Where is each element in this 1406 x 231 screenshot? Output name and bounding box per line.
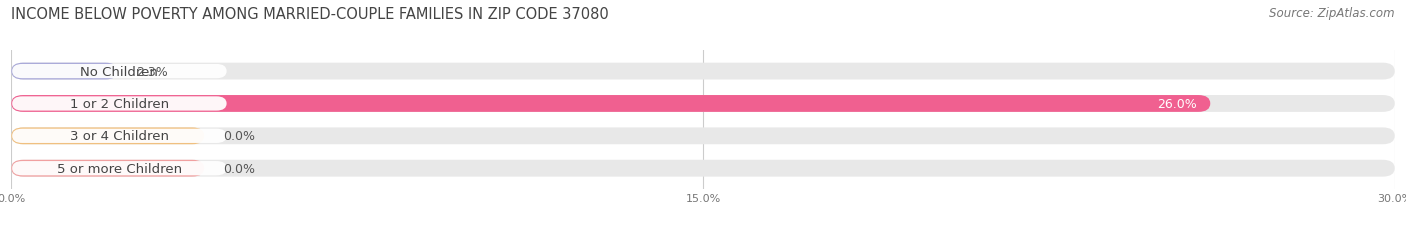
FancyBboxPatch shape bbox=[13, 161, 226, 176]
FancyBboxPatch shape bbox=[11, 128, 1395, 145]
Text: 26.0%: 26.0% bbox=[1157, 97, 1197, 110]
FancyBboxPatch shape bbox=[13, 65, 226, 79]
Text: 3 or 4 Children: 3 or 4 Children bbox=[70, 130, 169, 143]
FancyBboxPatch shape bbox=[11, 160, 1395, 177]
FancyBboxPatch shape bbox=[13, 97, 226, 111]
FancyBboxPatch shape bbox=[11, 160, 204, 177]
FancyBboxPatch shape bbox=[11, 63, 1395, 80]
Text: No Children: No Children bbox=[80, 65, 159, 78]
FancyBboxPatch shape bbox=[11, 128, 204, 145]
Text: 0.0%: 0.0% bbox=[222, 162, 254, 175]
FancyBboxPatch shape bbox=[11, 96, 1395, 112]
Text: 2.3%: 2.3% bbox=[136, 65, 167, 78]
FancyBboxPatch shape bbox=[13, 129, 226, 143]
FancyBboxPatch shape bbox=[11, 63, 117, 80]
Text: Source: ZipAtlas.com: Source: ZipAtlas.com bbox=[1270, 7, 1395, 20]
Text: INCOME BELOW POVERTY AMONG MARRIED-COUPLE FAMILIES IN ZIP CODE 37080: INCOME BELOW POVERTY AMONG MARRIED-COUPL… bbox=[11, 7, 609, 22]
Text: 1 or 2 Children: 1 or 2 Children bbox=[70, 97, 169, 110]
FancyBboxPatch shape bbox=[11, 96, 1211, 112]
Text: 5 or more Children: 5 or more Children bbox=[56, 162, 181, 175]
Text: 0.0%: 0.0% bbox=[222, 130, 254, 143]
